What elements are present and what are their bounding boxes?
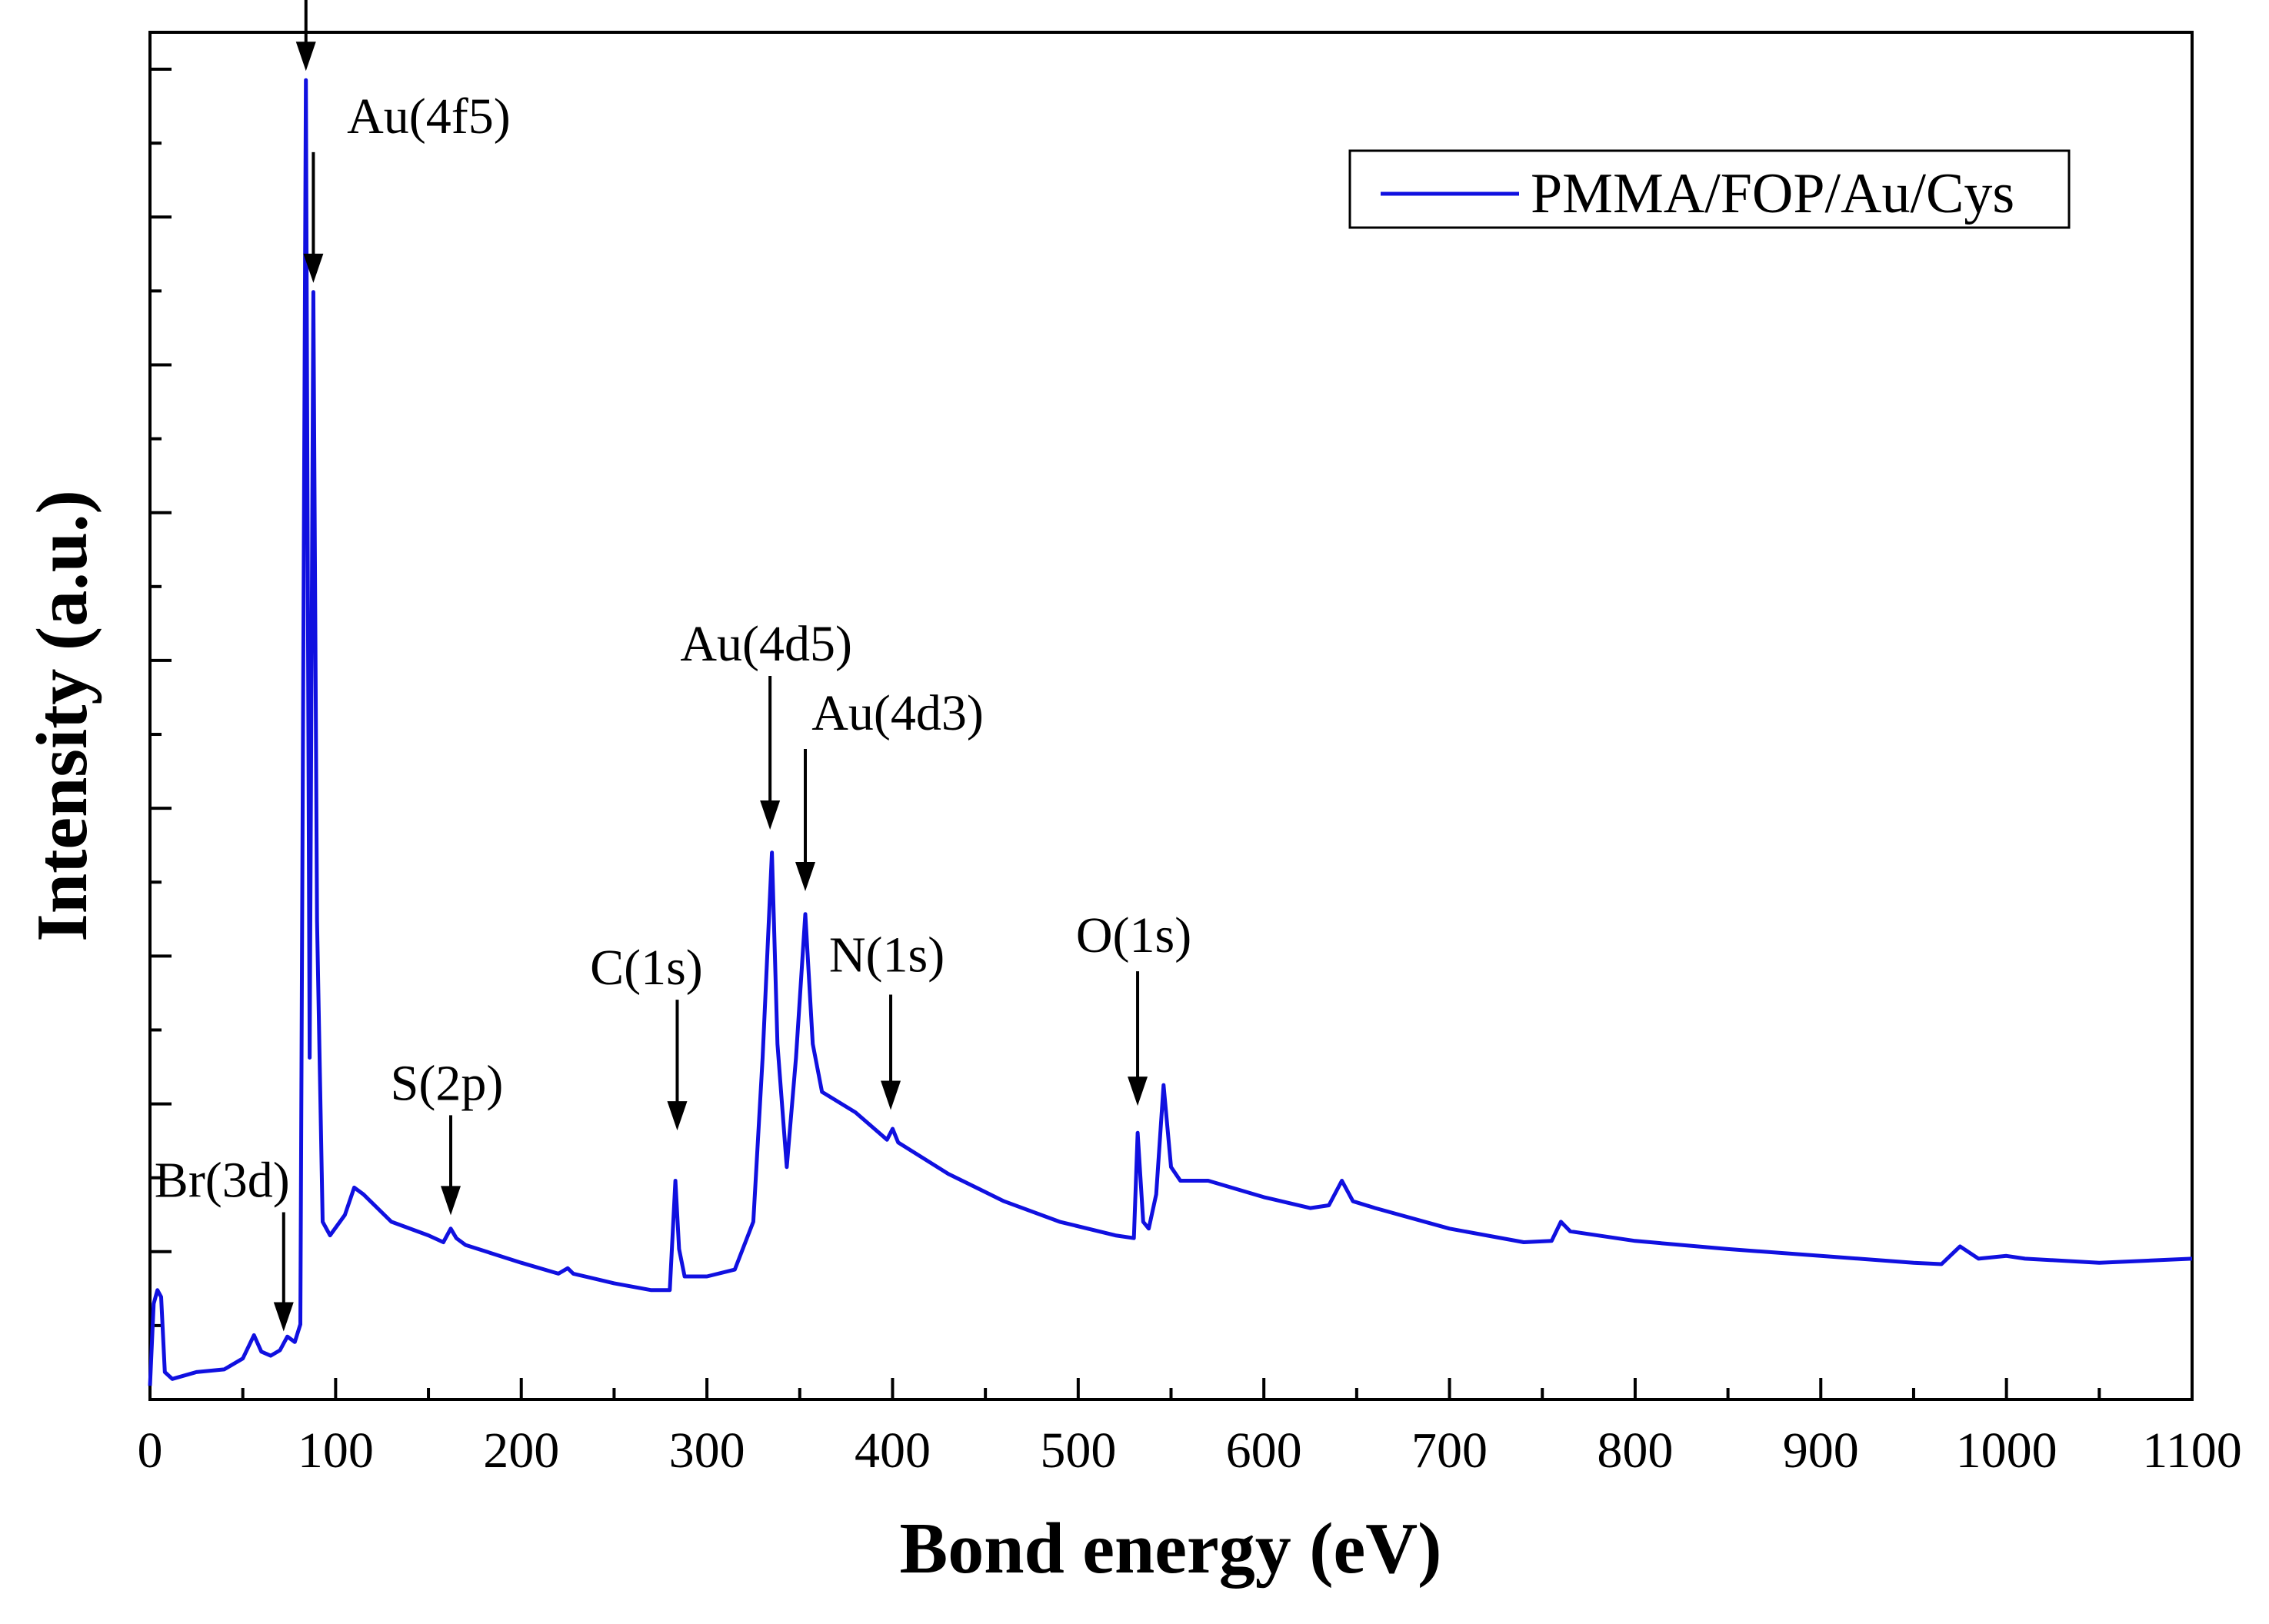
x-tick-label: 100 — [298, 1423, 374, 1479]
annotation-arrow-head — [667, 1101, 688, 1131]
x-axis-tick-labels: 0 100 200 300 400 500 600 700 800 900 1000 1100 — [138, 1423, 2242, 1479]
peak-annotation: Au(4d3) — [795, 685, 984, 892]
x-tick-label: 700 — [1411, 1423, 1488, 1479]
annotation-arrow-head — [795, 862, 816, 892]
x-tick-label: 500 — [1040, 1423, 1116, 1479]
x-tick-label: 1100 — [2142, 1423, 2242, 1479]
x-tick-label: 200 — [483, 1423, 559, 1479]
x-tick-label: 400 — [855, 1423, 931, 1479]
peak-annotation: Br(3d) — [155, 1153, 294, 1332]
x-tick-label: 0 — [138, 1423, 163, 1479]
peak-annotations: Au(4f7) Au(4f5) Br(3d) S(2p) C(1s) Au(4d5) Au(… — [155, 0, 1191, 1332]
annotation-label: C(1s) — [590, 940, 703, 996]
annotation-label: Au(4d5) — [680, 616, 852, 672]
x-axis-ticks — [148, 1378, 2194, 1399]
x-tick-label: 300 — [669, 1423, 745, 1479]
x-tick-label: 900 — [1783, 1423, 1859, 1479]
annotation-arrow-head — [273, 1302, 294, 1332]
annotation-label: O(1s) — [1076, 907, 1191, 963]
annotation-label: Au(4d3) — [811, 685, 984, 741]
legend: PMMA/FOP/Au/Cys — [1348, 149, 2071, 229]
legend-box — [1348, 149, 2071, 229]
annotation-arrow-head — [441, 1186, 461, 1216]
spectrum-line — [148, 78, 2193, 1386]
annotation-label: N(1s) — [829, 927, 945, 983]
peak-annotation: O(1s) — [1076, 907, 1191, 1107]
annotation-label: Au(4f5) — [347, 88, 511, 145]
y-axis-title: Intensity (a.u.) — [22, 490, 102, 942]
annotation-arrow-head — [1128, 1077, 1148, 1107]
annotation-arrow-head — [881, 1080, 901, 1110]
legend-label: PMMA/FOP/Au/Cys — [1531, 162, 2014, 225]
x-tick-label: 600 — [1226, 1423, 1302, 1479]
y-axis-ticks — [150, 68, 172, 1401]
annotation-arrow-head — [760, 800, 781, 830]
peak-annotation: Au(4f5) — [303, 88, 511, 283]
annotation-label: S(2p) — [391, 1055, 504, 1111]
x-tick-label: 800 — [1597, 1423, 1673, 1479]
x-axis-title: Bond energy (eV) — [900, 1509, 1442, 1589]
annotation-label: Br(3d) — [155, 1153, 290, 1209]
annotation-arrow-head — [303, 253, 324, 283]
peak-annotation: S(2p) — [391, 1055, 504, 1216]
peak-annotation: C(1s) — [590, 940, 703, 1131]
peak-annotation: Au(4f7) — [295, 0, 316, 72]
peak-annotation: N(1s) — [829, 927, 945, 1110]
x-tick-label: 1000 — [1956, 1423, 2057, 1479]
peak-annotation: Au(4d5) — [680, 616, 852, 830]
annotation-arrow-head — [295, 42, 316, 72]
